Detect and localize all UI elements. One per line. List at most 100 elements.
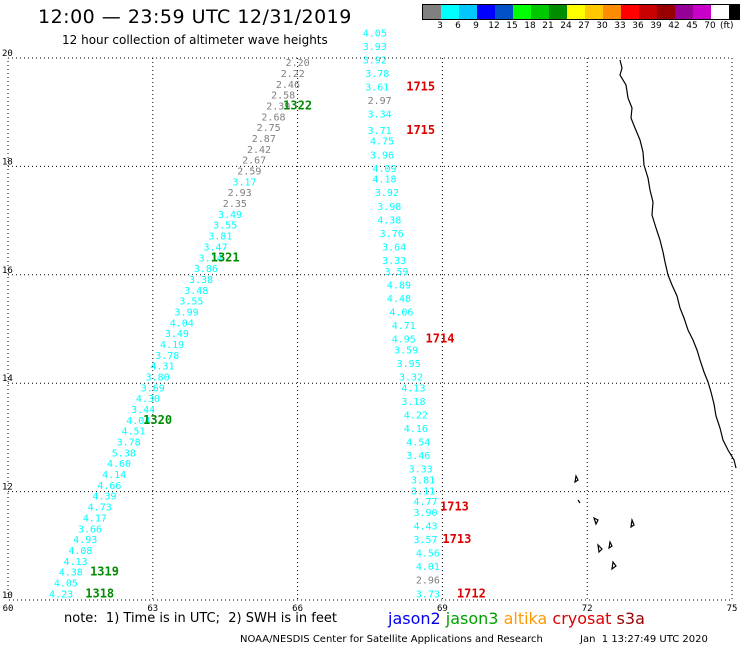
wave-height-reading: 4.14: [102, 470, 126, 481]
coastline: [574, 59, 737, 571]
wave-height-reading: 2.39: [266, 101, 290, 112]
legend-s3a: s3a: [616, 609, 645, 628]
scale-label: 33: [614, 21, 626, 31]
scale-label: 12: [488, 21, 500, 31]
wave-height-reading: 2.67: [242, 156, 266, 167]
x-tick-label: 60: [3, 604, 14, 614]
wave-height-reading: 4.38: [59, 568, 83, 579]
scale-label: 15: [506, 21, 518, 31]
wave-height-reading: 4.30: [136, 394, 160, 405]
scale-swatch: [621, 5, 639, 19]
scale-swatch: [603, 5, 621, 19]
wave-height-reading: 3.92: [375, 188, 399, 199]
satellite-tracks: 4.234.054.384.134.084.933.664.174.734.39…: [49, 28, 486, 600]
pass-time-label: 1319: [90, 565, 119, 579]
scale-swatch: [459, 5, 477, 19]
wave-height-reading: 4.56: [416, 549, 440, 560]
scale-label: 18: [524, 21, 536, 31]
wave-height-reading: 4.09: [372, 164, 396, 175]
wave-height-reading: 4.71: [392, 321, 416, 332]
grid-lines: [7, 57, 733, 601]
wave-height-reading: 3.38: [189, 275, 213, 286]
wave-height-reading: 4.05: [54, 578, 78, 589]
coastline-india: [619, 59, 737, 469]
y-tick-label: 14: [2, 374, 13, 384]
scale-label: 30: [596, 21, 608, 31]
legend-jason3: jason3: [445, 609, 504, 628]
wave-height-reading: 2.96: [416, 576, 440, 587]
island: [630, 517, 635, 529]
wave-height-reading: 3.55: [179, 297, 203, 308]
scale-swatch: [711, 5, 729, 19]
wave-height-reading: 2.87: [252, 134, 276, 145]
island: [611, 560, 617, 571]
wave-height-reading: 3.33: [409, 465, 433, 476]
island: [577, 499, 581, 504]
y-tick-label: 18: [2, 157, 13, 167]
wave-height-reading: 4.23: [49, 589, 73, 600]
wave-height-reading: 4.73: [88, 503, 112, 514]
axis-labels: 60 63 66 69 72 75 10 12 14 16 18 20: [2, 49, 737, 614]
wave-height-reading: 3.93: [363, 42, 387, 53]
wave-height-reading: 4.39: [92, 492, 116, 503]
wave-height-reading: 2.75: [257, 123, 281, 134]
wave-height-reading: 4.89: [387, 280, 411, 291]
wave-height-reading: 4.22: [404, 410, 428, 421]
wave-height-reading: 4.19: [160, 340, 184, 351]
island: [592, 516, 599, 526]
x-tick-label: 66: [292, 604, 303, 614]
wave-height-reading: 3.66: [78, 524, 102, 535]
wave-height-reading: 3.18: [401, 397, 425, 408]
credit-line: NOAA/NESDIS Center for Satellite Applica…: [240, 634, 543, 645]
pass-time-label: 1320: [143, 413, 172, 427]
wave-height-reading: 4.16: [404, 424, 428, 435]
wave-height-reading: 3.48: [184, 286, 208, 297]
wave-height-reading: 3.90: [413, 508, 437, 519]
wave-height-reading: 4.04: [170, 318, 194, 329]
legend-jason2: jason2: [388, 609, 446, 628]
wave-height-reading: 2.20: [286, 58, 310, 69]
wave-height-reading: 2.35: [223, 199, 247, 210]
pass-time-label: 1713: [440, 500, 469, 514]
wave-height-reading: 2.68: [261, 112, 285, 123]
wave-height-reading: 4.17: [83, 513, 107, 524]
wave-height-reading: 3.98: [377, 202, 401, 213]
wave-height-reading: 3.81: [411, 475, 435, 486]
scale-label: 3: [437, 21, 443, 31]
wave-height-reading: 3.95: [397, 359, 421, 370]
scale-swatch: [513, 5, 531, 19]
wave-height-reading: 2.59: [237, 167, 261, 178]
wave-height-reading: 4.93: [73, 535, 97, 546]
scale-swatch: [567, 5, 585, 19]
wave-height-reading: 3.11: [411, 486, 435, 497]
wave-height-reading: 4.08: [68, 546, 92, 557]
wave-height-reading: 3.59: [384, 267, 408, 278]
wave-height-reading: 3.49: [165, 329, 189, 340]
footnote: note: 1) Time is in UTC; 2) SWH is in fe…: [64, 611, 337, 626]
wave-height-reading: 4.75: [370, 137, 394, 148]
y-tick-label: 10: [2, 591, 13, 601]
island: [574, 474, 579, 484]
wave-height-reading: 3.34: [368, 110, 392, 121]
wave-height-reading: 2.22: [281, 69, 305, 80]
wave-height-reading: 3.46: [406, 451, 430, 462]
pass-time-label: 1713: [442, 532, 471, 546]
map-frame: [7, 57, 733, 601]
x-tick-label: 75: [727, 604, 738, 614]
scale-label: 21: [542, 21, 554, 31]
x-tick-label: 69: [437, 604, 448, 614]
color-scale-bar: [422, 4, 740, 20]
wave-height-reading: 3.99: [175, 307, 199, 318]
wave-height-reading: 4.18: [372, 175, 396, 186]
scale-swatch: [423, 5, 441, 19]
wave-height-reading: 2.46: [276, 80, 300, 91]
pass-time-label: 1712: [457, 586, 486, 600]
wave-height-reading: 3.78: [155, 351, 179, 362]
wave-height-reading: 3.92: [363, 55, 387, 66]
wave-height-reading: 3.17: [232, 177, 256, 188]
wave-height-reading: 3.76: [380, 229, 404, 240]
scale-label: 70: [704, 21, 716, 31]
y-tick-label: 12: [2, 483, 13, 493]
wave-height-reading: 4.04: [126, 416, 150, 427]
